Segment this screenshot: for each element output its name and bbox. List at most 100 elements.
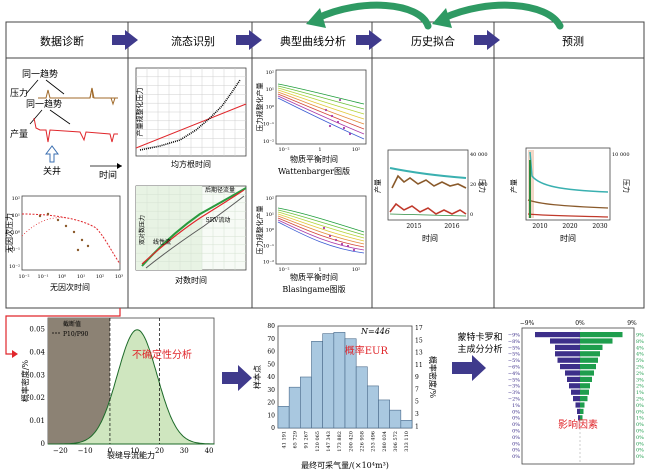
tornado-left-label: −9% <box>508 333 520 339</box>
blasingame-curve <box>277 207 365 233</box>
dimless-curve-2 <box>21 217 67 237</box>
tornado-left-label: −6% <box>508 365 520 371</box>
history-production-brown <box>391 174 467 189</box>
tornado-right-label: 2% <box>636 397 644 403</box>
tornado-right-label: 0% <box>636 448 644 454</box>
dimless-ytick: 10⁰ <box>12 230 20 236</box>
type-curve-xtick: 10² <box>352 147 360 153</box>
dimless-plot-frame <box>21 195 121 271</box>
forecast-production-red <box>527 213 609 218</box>
arrow-to-tornado <box>452 355 486 381</box>
history-right-tick: 20 000 <box>470 182 488 188</box>
stage-label-type-curve: 典型曲线分析 <box>280 34 346 48</box>
uncertainty-xtick: 0 <box>108 447 112 455</box>
stage-arrow-4 <box>474 30 500 50</box>
type-curve-xtick: 1 <box>318 147 321 153</box>
histogram-left-tick: 30 <box>267 387 275 394</box>
histogram-bar <box>389 409 402 429</box>
tornado-left-label: −5% <box>508 345 520 351</box>
production-curve <box>33 117 118 143</box>
dimless-xtick: 10³ <box>115 274 123 280</box>
forecast-plot-frame <box>525 147 611 221</box>
tornado-left-label: 0% <box>512 454 520 460</box>
tornado-right-label: 4% <box>636 345 644 351</box>
wattenbarger-point <box>336 120 340 124</box>
histogram-y-left: 样本点 <box>252 365 262 389</box>
tornado-right-label: 8% <box>636 339 644 345</box>
histogram-n-label: N=446 <box>360 327 390 336</box>
type-curve-ytick: 10² <box>266 70 274 76</box>
tornado-bar-positive <box>580 408 584 414</box>
tornado-right-label: 0% <box>636 441 644 447</box>
dimless-curve-1 <box>21 213 121 265</box>
history-y-left: 产量 <box>373 179 382 193</box>
stage-label-history-match: 历史拟合 <box>411 34 455 48</box>
forecast-xtick-2020: 2020 <box>562 223 577 230</box>
uncertainty-pdf-curve <box>48 329 215 445</box>
histogram-title: 概率EUR <box>345 344 389 357</box>
forecast-xtick-2010: 2010 <box>532 223 547 230</box>
histogram-bar <box>288 386 301 429</box>
uncertainty-xtick: 10 <box>130 447 139 455</box>
wattenbarger-curve <box>277 87 365 115</box>
history-y-right: 压力 <box>478 179 487 193</box>
histogram-left-tick: 70 <box>267 336 275 343</box>
dimless-xtick: 10⁰ <box>58 274 66 280</box>
histogram-right-tick: 11 <box>415 362 423 369</box>
eur-histogram-panel: 80 70 60 50 40 30 20 10 0 17 15 13 11 9 7 5 3 1 41 191 65… <box>252 323 438 470</box>
tornado-top-label: 0% <box>575 320 585 327</box>
histogram-bar <box>277 406 290 429</box>
histogram-bin-label: 41 191 <box>281 431 287 449</box>
tornado-right-label: 0% <box>636 429 644 435</box>
histogram-left-tick: 50 <box>267 361 275 368</box>
type-curve-ytick: 10⁻² <box>263 139 274 145</box>
tornado-left-label: −8% <box>508 339 520 345</box>
blasingame-curve <box>277 219 365 251</box>
forecast-pressure-curve <box>529 151 609 193</box>
type-curve-ytick: 10⁻¹ <box>263 243 274 249</box>
dimless-y-label: 无因次压力 <box>4 213 14 253</box>
history-x-label: 时间 <box>422 233 438 243</box>
wattenbarger-point <box>348 132 352 136</box>
history-right-tick: 0 <box>470 212 473 218</box>
uncertainty-xtick: 30 <box>180 447 189 455</box>
tornado-left-label: −3% <box>508 384 520 390</box>
tornado-right-label: 4% <box>636 352 644 358</box>
history-xtick-2015: 2015 <box>406 223 421 230</box>
tornado-left-label: −5% <box>508 358 520 364</box>
forecast-x-label: 时间 <box>560 233 576 243</box>
tornado-bar-negative <box>577 408 580 414</box>
log-curve-red <box>141 189 245 265</box>
histogram-bar <box>400 420 413 429</box>
histogram-left-tick: 10 <box>267 412 275 419</box>
histogram-bin-label: 200 420 <box>348 431 354 452</box>
srv-flow-label: SRV流动 <box>206 216 231 224</box>
wattenbarger-curve <box>277 93 365 130</box>
histogram-bin-label: 226 958 <box>360 431 366 452</box>
sqrt-y-label: 产量规整化压力 <box>135 88 144 137</box>
tornado-bar-positive <box>580 396 588 402</box>
tornado-left-label: 1% <box>512 403 520 409</box>
blasingame-point <box>352 248 356 252</box>
time-label: 时间 <box>99 169 117 181</box>
tornado-right-label: 0% <box>636 422 644 428</box>
tornado-bar-positive <box>580 344 603 350</box>
history-xtick-2016: 2016 <box>444 223 459 230</box>
tornado-right-label: 2% <box>636 365 644 371</box>
tornado-bar-negative <box>555 351 580 357</box>
tornado-left-label: −3% <box>508 390 520 396</box>
wattenbarger-point <box>342 126 346 130</box>
tornado-bar-negative <box>565 370 580 376</box>
blasingame-y-label: 压力规整化产量 <box>255 206 264 255</box>
histogram-left-tick: 0 <box>271 425 275 432</box>
tornado-left-label: 0% <box>512 448 520 454</box>
tornado-bar-negative <box>567 376 580 382</box>
tornado-bar-positive <box>580 370 594 376</box>
uncertainty-ytick: 0.04 <box>29 348 45 356</box>
histogram-left-tick: 40 <box>267 374 275 381</box>
tornado-left-label: −5% <box>508 377 520 383</box>
production-label: 产量 <box>10 128 28 140</box>
histogram-right-tick: 15 <box>415 337 423 344</box>
dimless-ytick: 10⁻¹ <box>9 247 20 253</box>
